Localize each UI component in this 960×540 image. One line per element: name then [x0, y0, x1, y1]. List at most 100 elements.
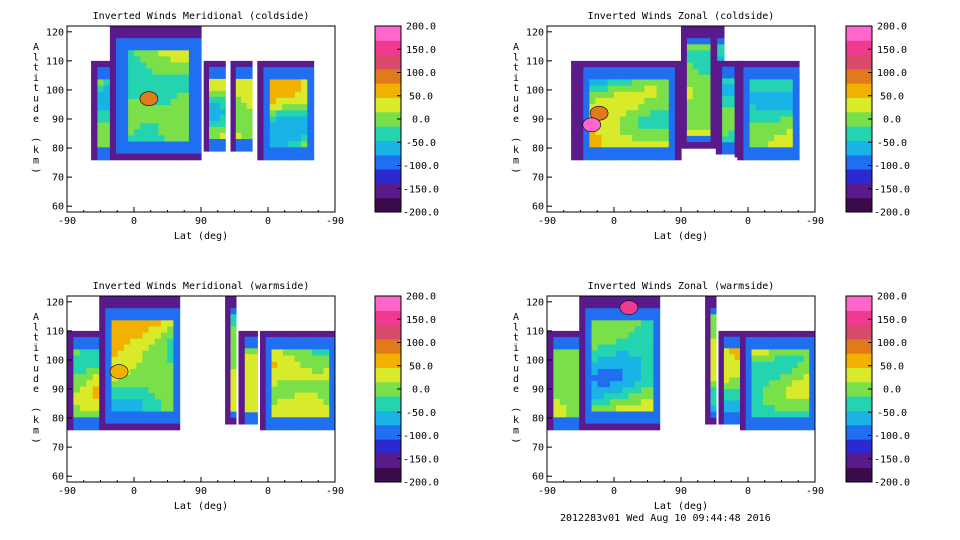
colorbar-swatch [375, 439, 401, 454]
y-tick-label: 110 [46, 56, 64, 67]
colorbar-swatch [375, 126, 401, 141]
y-axis-label-char: i [33, 343, 39, 354]
y-tick-label: 110 [526, 56, 544, 67]
colorbar-swatch [846, 140, 872, 156]
colorbar-tick-label: -100.0 [874, 161, 910, 172]
y-axis-label-char: t [513, 353, 519, 364]
y-tick-label: 70 [532, 443, 544, 454]
colorbar-tick-label: -100.0 [874, 431, 910, 442]
colorbar-swatch [846, 467, 872, 483]
y-axis-label-char: l [33, 52, 39, 63]
y-axis-label-char: A [513, 312, 519, 323]
colorbar-tick-label: -50.0 [406, 408, 436, 419]
y-axis-label-char: i [33, 73, 39, 84]
colorbar-tick-label: 0.0 [412, 385, 430, 396]
colorbar-tick-label: -150.0 [874, 454, 910, 465]
colorbar: 200.0 150.0 100.0 50.0 0.0 -50.0 -100.0 -150.0 -… [374, 292, 439, 489]
y-axis-label-char: i [513, 73, 519, 84]
x-axis-label: Lat (deg) [174, 231, 228, 242]
panel-2: Inverted Winds Zonal (coldside) -90 0 90 0 -9… [510, 11, 910, 242]
colorbar-swatch [375, 396, 401, 411]
colorbar-swatch [375, 169, 401, 184]
x-tick-label: 0 [265, 216, 271, 227]
panel-4: Inverted Winds Zonal (warmside) -90 0 90 0 -9… [510, 281, 910, 512]
contour-fill [547, 296, 815, 431]
y-axis-label-char: ( [30, 407, 41, 413]
colorbar-tick-label: 150.0 [406, 315, 436, 326]
colorbar-swatch [846, 68, 872, 84]
colorbar-tick-label: -50.0 [406, 138, 436, 149]
colorbar-tick-label: 150.0 [877, 315, 907, 326]
x-tick-label: 0 [745, 216, 751, 227]
y-axis-label-char: l [33, 322, 39, 333]
colorbar-swatch [375, 154, 401, 170]
contour-fill [91, 26, 315, 161]
colorbar-tick-label: 200.0 [406, 22, 436, 33]
x-tick-label: -90 [326, 486, 344, 497]
y-tick-label: 100 [46, 85, 64, 96]
y-tick-label: 80 [532, 414, 544, 425]
colorbar-swatch [846, 453, 872, 469]
colorbar-swatch [846, 126, 872, 141]
x-tick-label: -90 [806, 486, 824, 497]
y-axis-label-char: m [513, 155, 519, 166]
x-tick-label: -90 [806, 216, 824, 227]
colorbar-swatch [375, 353, 401, 368]
y-axis-label-char: A [33, 312, 39, 323]
x-tick-label: 0 [265, 486, 271, 497]
y-tick-label: 120 [526, 297, 544, 308]
y-axis-label-char: k [33, 145, 39, 156]
y-tick-label: 70 [52, 443, 64, 454]
colorbar-swatch [375, 453, 401, 469]
x-tick-label: -90 [538, 216, 556, 227]
colorbar-swatch [375, 381, 401, 397]
colorbar-tick-label: 150.0 [877, 45, 907, 56]
y-axis-label-char: m [33, 155, 39, 166]
chart-title: Inverted Winds Meridional (coldside) [93, 11, 310, 22]
colorbar-tick-label: 100.0 [877, 338, 907, 349]
y-axis-label-char: l [513, 52, 519, 63]
y-axis-label-char: u [33, 94, 39, 105]
y-tick-label: 60 [532, 472, 544, 483]
y-tick-label: 110 [526, 326, 544, 337]
colorbar-swatch [846, 54, 872, 70]
y-axis-label-char: ) [510, 168, 521, 174]
colorbar-swatch [846, 296, 872, 311]
y-axis-label-char: u [513, 94, 519, 105]
x-axis-label: Lat (deg) [654, 231, 708, 242]
y-axis-label-char: u [33, 364, 39, 375]
y-tick-label: 80 [532, 144, 544, 155]
colorbar-swatch [846, 154, 872, 170]
colorbar-swatch [846, 439, 872, 454]
colorbar-swatch [846, 310, 872, 326]
y-tick-label: 100 [46, 355, 64, 366]
colorbar-tick-label: 50.0 [880, 361, 904, 372]
y-axis-label-char: e [33, 384, 39, 395]
colorbar-swatch [846, 197, 872, 213]
x-tick-label: 0 [131, 486, 137, 497]
x-tick-label: 0 [131, 216, 137, 227]
y-axis-label-char: t [513, 63, 519, 74]
chart-title: Inverted Winds Zonal (coldside) [588, 11, 775, 22]
colorbar: 200.0 150.0 100.0 50.0 0.0 -50.0 -100.0 -150.0 -… [845, 22, 910, 219]
colorbar-tick-label: -100.0 [403, 161, 439, 172]
colorbar-tick-label: -200.0 [874, 208, 910, 219]
x-tick-label: -90 [58, 486, 76, 497]
y-axis-label-char: t [513, 333, 519, 344]
colorbar-swatch [846, 83, 872, 98]
y-axis-label-char: A [33, 42, 39, 53]
y-axis-label-char: ( [510, 407, 521, 413]
colorbar-swatch [846, 169, 872, 184]
y-axis-label-char: k [513, 145, 519, 156]
colorbar-swatch [846, 183, 872, 199]
colorbar-swatch [846, 26, 872, 41]
x-tick-label: 0 [611, 216, 617, 227]
x-tick-label: 90 [675, 216, 687, 227]
y-tick-label: 60 [52, 202, 64, 213]
colorbar-tick-label: -50.0 [877, 138, 907, 149]
colorbar-swatch [375, 410, 401, 426]
colorbar-tick-label: 50.0 [409, 361, 433, 372]
y-axis-label-char: e [513, 384, 519, 395]
y-axis-label-char: t [33, 63, 39, 74]
y-axis-label-char: d [513, 374, 519, 385]
